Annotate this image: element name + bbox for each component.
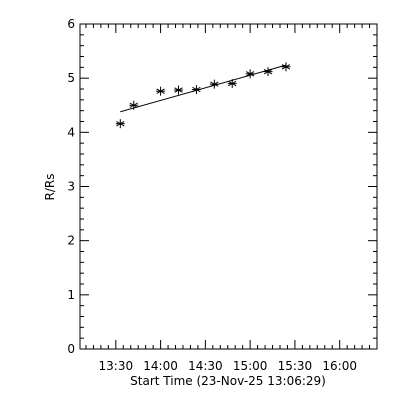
data-point — [245, 69, 255, 79]
data-point — [191, 85, 201, 95]
x-axis-label: Start Time (23-Nov-25 13:06:29) — [130, 374, 326, 388]
y-tick-label: 1 — [67, 288, 75, 302]
data-point — [115, 119, 125, 129]
y-tick-label: 4 — [67, 125, 75, 139]
y-tick-label: 5 — [67, 71, 75, 85]
data-point — [174, 85, 184, 95]
data-point — [281, 62, 291, 72]
x-tick-label: 14:30 — [188, 359, 223, 373]
x-tick-label: 15:00 — [233, 359, 268, 373]
y-tick-label: 0 — [67, 342, 75, 356]
data-point — [227, 79, 237, 89]
data-point — [129, 100, 139, 110]
fit-line — [120, 64, 287, 113]
y-tick-label: 3 — [67, 180, 75, 194]
x-tick-label: 13:30 — [99, 359, 134, 373]
data-points — [115, 62, 291, 129]
y-tick-label: 2 — [67, 234, 75, 248]
x-tick-label: 16:00 — [322, 359, 357, 373]
plot-frame — [79, 23, 378, 350]
x-tick-label: 14:00 — [143, 359, 178, 373]
y-tick-label: 6 — [67, 17, 75, 31]
x-tick-label: 15:30 — [278, 359, 313, 373]
data-point — [156, 86, 166, 96]
y-axis-label: R/Rs — [43, 174, 57, 201]
data-point — [209, 79, 219, 89]
ticks — [80, 23, 378, 350]
data-point — [263, 67, 273, 77]
tick-labels: 13:30 14:00 14:30 15:00 15:30 16:00 0 1 2 3 4 5 6 — [67, 17, 357, 373]
